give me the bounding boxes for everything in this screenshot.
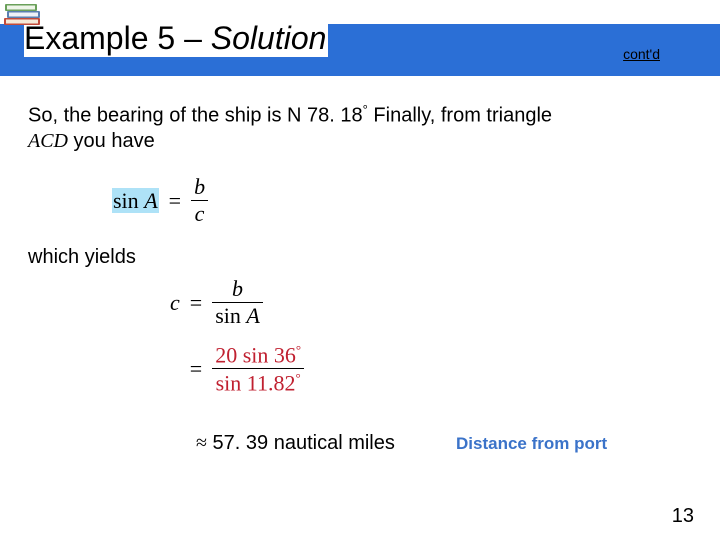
para1-c: you have xyxy=(68,130,155,152)
para1-b: Finally, from triangle xyxy=(368,105,552,127)
page-number: 13 xyxy=(672,505,694,528)
result-text: ≈ 57. 39 nautical miles xyxy=(196,432,395,455)
slide-title: Example 5 – Solution xyxy=(24,20,328,57)
title-prefix: Example 5 – xyxy=(24,20,211,56)
books-icon xyxy=(2,2,44,28)
para1-triangle: ACD xyxy=(28,130,68,152)
approx-symbol: ≈ xyxy=(196,432,207,454)
eq2-frac1: b sin A xyxy=(212,278,263,327)
eq2-frac2: 20 sin 36° sin 11.82° xyxy=(212,343,304,395)
title-suffix: Solution xyxy=(211,20,327,56)
eq1-frac: b c xyxy=(191,176,208,225)
contd-label: cont'd xyxy=(623,46,660,62)
eq1-lhs: sin A xyxy=(112,188,159,214)
equation-1: sin A = b c xyxy=(112,176,208,225)
paragraph-1: So, the bearing of the ship is N 78. 18°… xyxy=(28,102,688,154)
eq2-eq2: = xyxy=(190,356,202,382)
equation-2: c = b sin A c = 20 sin 36° sin 11.82° xyxy=(170,278,304,411)
result-value: 57. 39 nautical miles xyxy=(207,432,395,454)
which-yields-text: which yields xyxy=(28,246,136,269)
distance-from-port-label: Distance from port xyxy=(456,434,607,454)
eq2-lhs: c xyxy=(170,290,180,316)
eq2-eq: = xyxy=(190,290,202,316)
para1-a: So, the bearing of the ship is N 78. 18 xyxy=(28,105,363,127)
eq1-eq: = xyxy=(169,188,181,214)
